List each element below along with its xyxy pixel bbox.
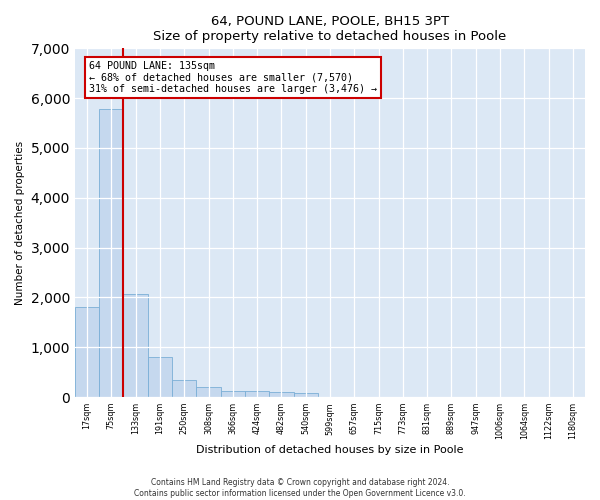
Bar — [221, 390, 245, 397]
Text: 64 POUND LANE: 135sqm
← 68% of detached houses are smaller (7,570)
31% of semi-d: 64 POUND LANE: 135sqm ← 68% of detached … — [89, 61, 377, 94]
Bar — [124, 294, 148, 397]
Bar — [172, 380, 196, 397]
Bar — [99, 109, 124, 397]
Bar — [269, 392, 293, 397]
Y-axis label: Number of detached properties: Number of detached properties — [15, 140, 25, 305]
Text: Contains HM Land Registry data © Crown copyright and database right 2024.
Contai: Contains HM Land Registry data © Crown c… — [134, 478, 466, 498]
Bar — [245, 391, 269, 397]
Bar — [293, 393, 318, 397]
Bar — [196, 387, 221, 397]
X-axis label: Distribution of detached houses by size in Poole: Distribution of detached houses by size … — [196, 445, 464, 455]
Title: 64, POUND LANE, POOLE, BH15 3PT
Size of property relative to detached houses in : 64, POUND LANE, POOLE, BH15 3PT Size of … — [154, 15, 506, 43]
Bar — [148, 357, 172, 397]
Bar — [75, 308, 99, 397]
